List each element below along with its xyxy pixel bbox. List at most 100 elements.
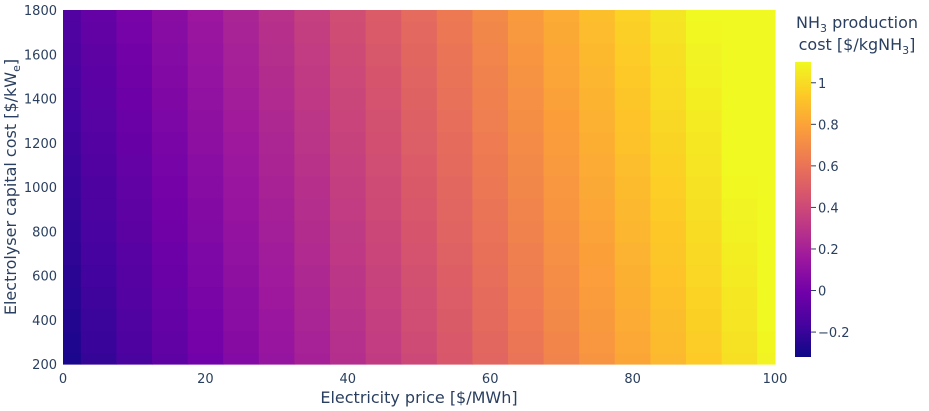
heatmap-cell	[650, 286, 687, 310]
heatmap-cell	[614, 10, 651, 22]
heatmap-cell	[721, 352, 758, 365]
x-tick-label: 20	[197, 372, 214, 387]
heatmap-cell	[63, 308, 82, 332]
heatmap-cell	[152, 264, 189, 288]
heatmap-cell	[721, 43, 758, 66]
heatmap-cell	[508, 286, 545, 310]
heatmap-cell	[80, 220, 117, 243]
x-tick-label: 60	[482, 372, 499, 387]
heatmap-cell	[543, 308, 580, 332]
heatmap-cell	[223, 198, 260, 221]
colorbar-tick-label: −0.2	[818, 326, 850, 341]
x-tick-label: 0	[59, 372, 67, 387]
heatmap-cell	[330, 43, 367, 66]
heatmap-cell	[472, 198, 509, 221]
heatmap-cell	[223, 109, 260, 133]
heatmap-cell	[294, 175, 331, 199]
heatmap-cell	[686, 308, 723, 332]
heatmap-cell	[223, 242, 260, 266]
heatmap-cell	[365, 308, 402, 332]
heatmap-cell	[152, 175, 189, 199]
heatmap-cell	[258, 109, 295, 133]
heatmap-cell	[508, 264, 545, 288]
heatmap-cell	[63, 264, 82, 288]
heatmap-cell	[80, 330, 117, 354]
y-tick-label: 200	[32, 358, 57, 373]
y-tick-label: 1600	[24, 48, 57, 63]
heatmap-cell	[436, 286, 473, 310]
heatmap-cell	[757, 131, 776, 155]
heatmap-cell	[686, 131, 723, 155]
heatmap-cell	[472, 65, 509, 89]
heatmap-cell	[579, 131, 616, 155]
heatmap-cell	[757, 330, 776, 354]
heatmap-cell	[579, 352, 616, 365]
heatmap-cell	[508, 242, 545, 266]
heatmap-cell	[294, 43, 331, 66]
heatmap-cell	[365, 87, 402, 111]
colorbar-ticks: −0.2 0 0.2 0.4 0.6 0.8 1	[811, 77, 850, 341]
heatmap-cell	[579, 308, 616, 332]
heatmap-cell	[436, 352, 473, 365]
heatmap-cell	[258, 264, 295, 288]
heatmap-cell	[614, 220, 651, 243]
heatmap-cell	[152, 65, 189, 89]
heatmap-cell	[721, 264, 758, 288]
heatmap-cell	[721, 109, 758, 133]
heatmap-cell	[401, 242, 438, 266]
heatmap-cell	[436, 109, 473, 133]
colorbar-tick-label: 0.6	[818, 160, 839, 175]
colorbar-title-line2: cost [$/kgNH3]	[799, 35, 916, 57]
heatmap-cell	[330, 220, 367, 243]
heatmap-cell	[223, 352, 260, 365]
heatmap-cell	[614, 198, 651, 221]
heatmap-cell	[330, 131, 367, 155]
heatmap-cell	[508, 352, 545, 365]
heatmap-cell	[330, 10, 367, 22]
heatmap-cell	[508, 175, 545, 199]
heatmap-cell	[365, 10, 402, 22]
heatmap-cell	[579, 264, 616, 288]
heatmap-cell	[63, 21, 82, 44]
heatmap-cell	[401, 65, 438, 89]
heatmap-cell	[721, 65, 758, 89]
colorbar-tick-label: 0.2	[818, 243, 839, 258]
heatmap-cell	[63, 131, 82, 155]
heatmap-cell	[187, 65, 224, 89]
heatmap-cell	[294, 21, 331, 44]
heatmap-cell	[650, 242, 687, 266]
heatmap-cell	[365, 198, 402, 221]
heatmap-cell	[116, 308, 153, 332]
heatmap-cell	[365, 330, 402, 354]
heatmap-cell	[508, 308, 545, 332]
x-axis-ticks: 0 20 40 60 80 100	[59, 372, 788, 387]
heatmap-cell	[365, 43, 402, 66]
heatmap-cell	[472, 286, 509, 310]
heatmap-cell	[80, 21, 117, 44]
heatmap-cell	[472, 21, 509, 44]
heatmap-cell	[579, 43, 616, 66]
heatmap-cell	[80, 131, 117, 155]
heatmap-cell	[543, 175, 580, 199]
heatmap-cell	[187, 286, 224, 310]
heatmap-cell	[543, 242, 580, 266]
heatmap-cell	[686, 43, 723, 66]
heatmap-cell	[258, 175, 295, 199]
heatmap-cell	[258, 131, 295, 155]
heatmap-cell	[721, 153, 758, 177]
heatmap-cell	[614, 21, 651, 44]
heatmap-cell	[436, 330, 473, 354]
heatmap-cell	[258, 65, 295, 89]
heatmap-cell	[472, 131, 509, 155]
heatmap-cell	[63, 65, 82, 89]
heatmap-cell	[721, 10, 758, 22]
heatmap-cell	[614, 109, 651, 133]
heatmap-cell	[187, 352, 224, 365]
heatmap-cell	[223, 264, 260, 288]
heatmap-cell	[80, 198, 117, 221]
heatmap-cell	[365, 220, 402, 243]
y-tick-label: 1400	[24, 93, 57, 108]
heatmap-cell	[436, 43, 473, 66]
heatmap-cell	[330, 352, 367, 365]
heatmap-cell	[508, 198, 545, 221]
